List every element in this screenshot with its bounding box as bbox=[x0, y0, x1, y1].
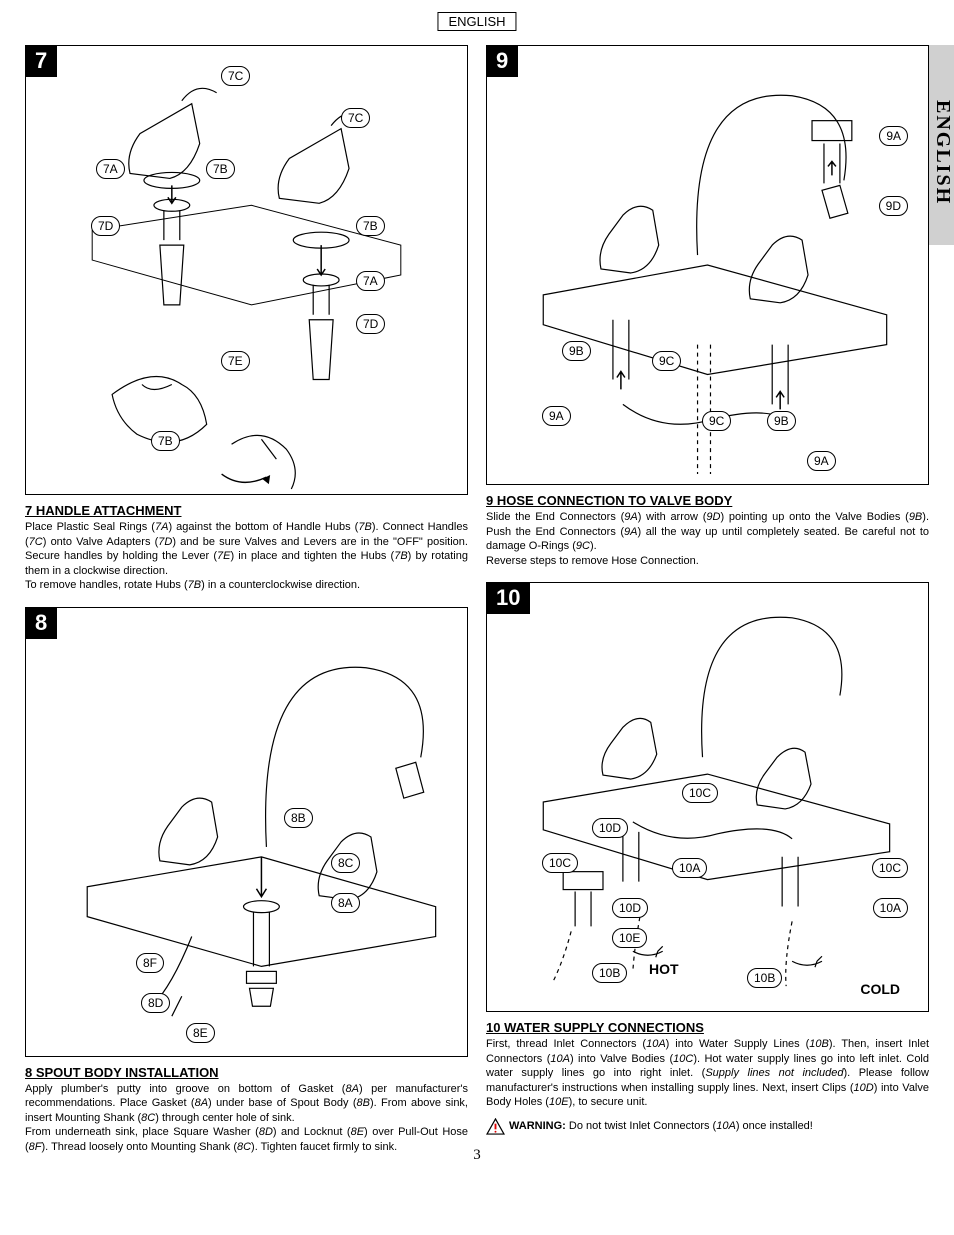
callout-10c-1: 10C bbox=[682, 783, 718, 803]
callout-10b-2: 10B bbox=[747, 968, 782, 988]
figure-8: 8 bbox=[25, 607, 468, 1057]
callout-9a-1: 9A bbox=[879, 126, 908, 146]
callout-10a-1: 10A bbox=[672, 858, 707, 878]
figure-10: 10 bbox=[486, 582, 929, 1012]
section-8-title: 8 SPOUT BODY INSTALLATION bbox=[25, 1065, 468, 1080]
section-8-body: Apply plumber's putty into groove on bot… bbox=[25, 1082, 468, 1126]
callout-7b-2: 7B bbox=[356, 216, 385, 236]
language-tab-side: ENGLISH bbox=[926, 45, 954, 245]
section-7-title: 7 HANDLE ATTACHMENT bbox=[25, 503, 468, 518]
callout-10c-2: 10C bbox=[542, 853, 578, 873]
callout-7c-1: 7C bbox=[221, 66, 250, 86]
label-cold: COLD bbox=[860, 981, 900, 997]
callout-10d-1: 10D bbox=[592, 818, 628, 838]
warning-row: WARNING: Do not twist Inlet Connectors (… bbox=[486, 1118, 929, 1135]
callout-9c-1: 9C bbox=[652, 351, 681, 371]
callout-8f: 8F bbox=[136, 953, 164, 973]
callout-7e: 7E bbox=[221, 351, 250, 371]
callout-10b-1: 10B bbox=[592, 963, 627, 983]
figure-7: 7 bbox=[25, 45, 468, 495]
figure-9: 9 bbox=[486, 45, 929, 485]
warning-text: WARNING: Do not twist Inlet Connectors (… bbox=[509, 1120, 813, 1132]
section-7-body-2: To remove handles, rotate Hubs (7B) in a… bbox=[25, 578, 468, 593]
content-columns: 7 bbox=[25, 45, 929, 1154]
section-9-body: Slide the End Connectors (9A) with arrow… bbox=[486, 510, 929, 554]
left-column: 7 bbox=[25, 45, 468, 1154]
callout-9c-2: 9C bbox=[702, 411, 731, 431]
callout-7d-2: 7D bbox=[356, 314, 385, 334]
callout-7a-1: 7A bbox=[96, 159, 125, 179]
callout-8c: 8C bbox=[331, 853, 360, 873]
callout-9a-3: 9A bbox=[807, 451, 836, 471]
warning-icon bbox=[486, 1118, 505, 1135]
callout-10a-2: 10A bbox=[873, 898, 908, 918]
right-column: 9 bbox=[486, 45, 929, 1154]
callout-7b-1: 7B bbox=[206, 159, 235, 179]
language-label-top: ENGLISH bbox=[437, 12, 516, 31]
section-8-body-2: From underneath sink, place Square Washe… bbox=[25, 1125, 468, 1154]
callout-9d: 9D bbox=[879, 196, 908, 216]
callout-10d-2: 10D bbox=[612, 898, 648, 918]
callout-9b-1: 9B bbox=[562, 341, 591, 361]
page-number: 3 bbox=[473, 1147, 481, 1164]
section-7-body: Place Plastic Seal Rings (7A) against th… bbox=[25, 520, 468, 578]
callout-9b-2: 9B bbox=[767, 411, 796, 431]
callout-7a-2: 7A bbox=[356, 271, 385, 291]
diagram-7-sketch bbox=[26, 46, 467, 494]
section-9-body-2: Reverse steps to remove Hose Connection. bbox=[486, 554, 929, 569]
callout-10c-3: 10C bbox=[872, 858, 908, 878]
callout-8a: 8A bbox=[331, 893, 360, 913]
callout-8d: 8D bbox=[141, 993, 170, 1013]
callout-10e: 10E bbox=[612, 928, 647, 948]
callout-7c-2: 7C bbox=[341, 108, 370, 128]
diagram-8-sketch bbox=[26, 608, 467, 1056]
callout-9a-2: 9A bbox=[542, 406, 571, 426]
callout-8e: 8E bbox=[186, 1023, 215, 1043]
callout-8b: 8B bbox=[284, 808, 313, 828]
section-10-title: 10 WATER SUPPLY CONNECTIONS bbox=[486, 1020, 929, 1035]
callout-7b-3: 7B bbox=[151, 431, 180, 451]
label-hot: HOT bbox=[649, 961, 679, 977]
callout-7d-1: 7D bbox=[91, 216, 120, 236]
section-9-title: 9 HOSE CONNECTION TO VALVE BODY bbox=[486, 493, 929, 508]
section-10-body: First, thread Inlet Connectors (10A) int… bbox=[486, 1037, 929, 1110]
